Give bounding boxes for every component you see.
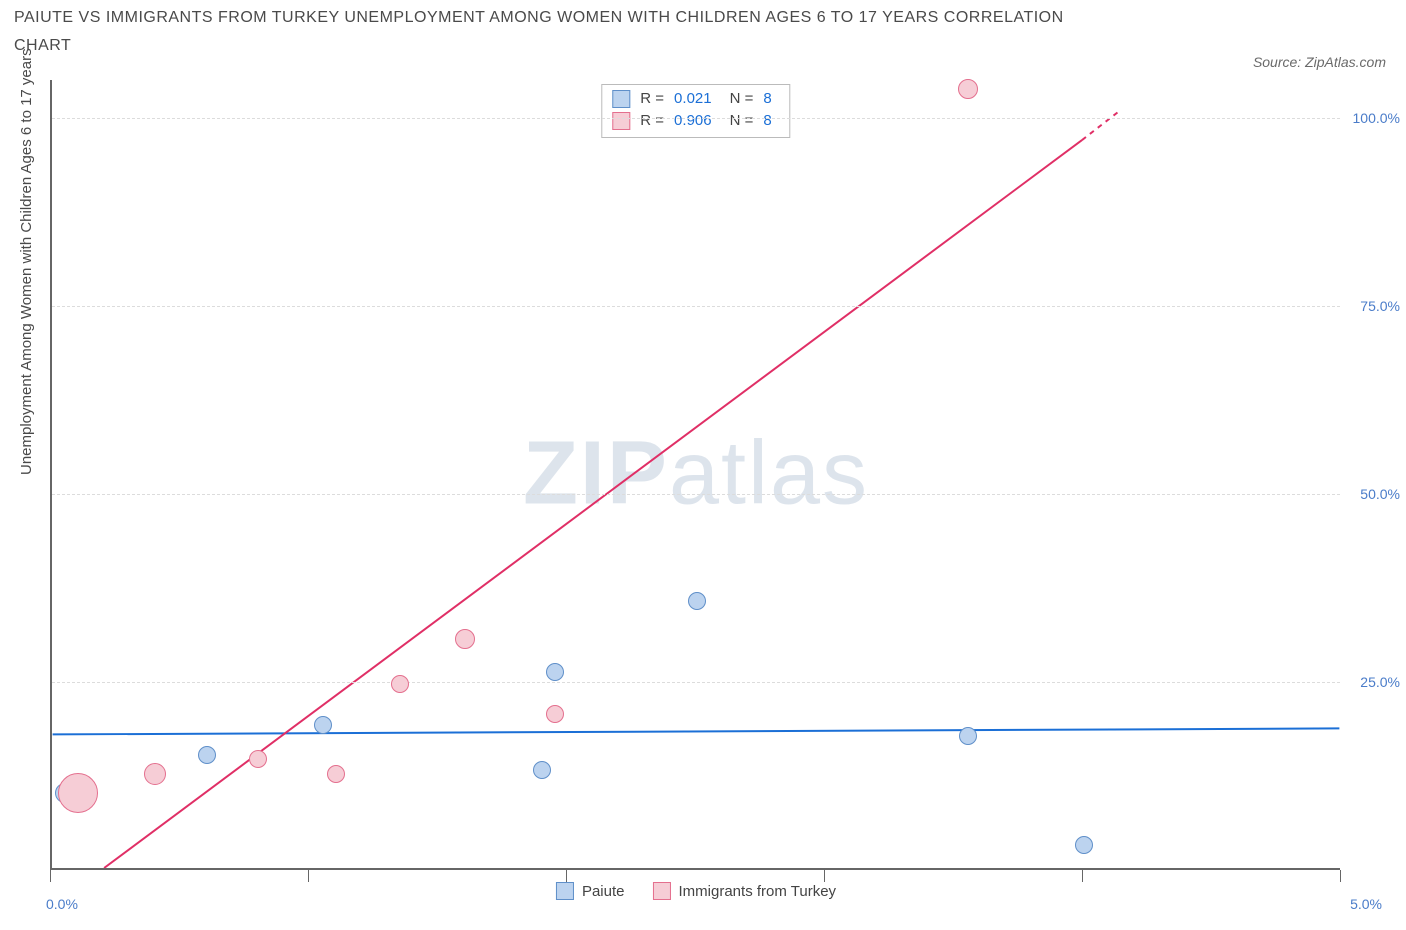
- y-axis-title: Unemployment Among Women with Children A…: [18, 48, 35, 475]
- data-point: [144, 763, 166, 785]
- data-point: [958, 79, 978, 99]
- gridline: [52, 306, 1340, 307]
- stats-r-paiute: 0.021: [674, 88, 712, 110]
- data-point: [546, 705, 564, 723]
- y-tick-label: 25.0%: [1360, 674, 1400, 690]
- data-point: [249, 750, 267, 768]
- chart-plot-area: ZIPatlas R = 0.021 N = 8 R = 0.906 N = 8…: [50, 80, 1340, 870]
- x-tick: [566, 870, 567, 882]
- x-max-label: 5.0%: [1350, 896, 1382, 912]
- swatch-turkey: [612, 112, 630, 130]
- gridline: [52, 494, 1340, 495]
- watermark: ZIPatlas: [523, 423, 869, 526]
- x-tick: [1082, 870, 1083, 882]
- trend-line: [1082, 110, 1121, 140]
- stats-n-label: N =: [730, 88, 754, 110]
- data-point: [391, 675, 409, 693]
- data-point: [533, 761, 551, 779]
- y-tick-label: 75.0%: [1360, 298, 1400, 314]
- x-tick-container: [50, 870, 1340, 871]
- chart-title: PAIUTE VS IMMIGRANTS FROM TURKEY UNEMPLO…: [14, 4, 1114, 60]
- stats-n-label: N =: [730, 110, 754, 132]
- legend-item-turkey: Immigrants from Turkey: [653, 882, 837, 900]
- legend-label-turkey: Immigrants from Turkey: [679, 883, 837, 900]
- gridline: [52, 118, 1340, 119]
- stats-n-paiute: 8: [763, 88, 771, 110]
- data-point: [327, 765, 345, 783]
- trend-line: [53, 728, 1340, 734]
- x-tick: [824, 870, 825, 882]
- stats-r-label: R =: [640, 88, 664, 110]
- data-point: [959, 727, 977, 745]
- series-legend: Paiute Immigrants from Turkey: [556, 882, 836, 900]
- data-point: [688, 592, 706, 610]
- stats-r-turkey: 0.906: [674, 110, 712, 132]
- data-point: [314, 716, 332, 734]
- swatch-turkey: [653, 882, 671, 900]
- y-tick-label: 50.0%: [1360, 486, 1400, 502]
- swatch-paiute: [556, 882, 574, 900]
- data-point: [1075, 836, 1093, 854]
- swatch-paiute: [612, 90, 630, 108]
- x-tick: [1340, 870, 1341, 882]
- legend-item-paiute: Paiute: [556, 882, 625, 900]
- stats-legend: R = 0.021 N = 8 R = 0.906 N = 8: [601, 84, 790, 138]
- stats-r-label: R =: [640, 110, 664, 132]
- stats-row-turkey: R = 0.906 N = 8: [612, 110, 779, 132]
- trendlines-svg: [52, 80, 1340, 868]
- x-tick: [308, 870, 309, 882]
- source-label: Source: ZipAtlas.com: [1253, 54, 1386, 70]
- data-point: [546, 663, 564, 681]
- data-point: [58, 773, 98, 813]
- gridline: [52, 682, 1340, 683]
- data-point: [198, 746, 216, 764]
- legend-label-paiute: Paiute: [582, 883, 625, 900]
- watermark-zip: ZIP: [523, 424, 669, 524]
- x-tick: [50, 870, 51, 882]
- stats-row-paiute: R = 0.021 N = 8: [612, 88, 779, 110]
- y-tick-label: 100.0%: [1353, 110, 1400, 126]
- x-min-label: 0.0%: [46, 896, 78, 912]
- data-point: [455, 629, 475, 649]
- stats-n-turkey: 8: [763, 110, 771, 132]
- watermark-atlas: atlas: [669, 424, 869, 524]
